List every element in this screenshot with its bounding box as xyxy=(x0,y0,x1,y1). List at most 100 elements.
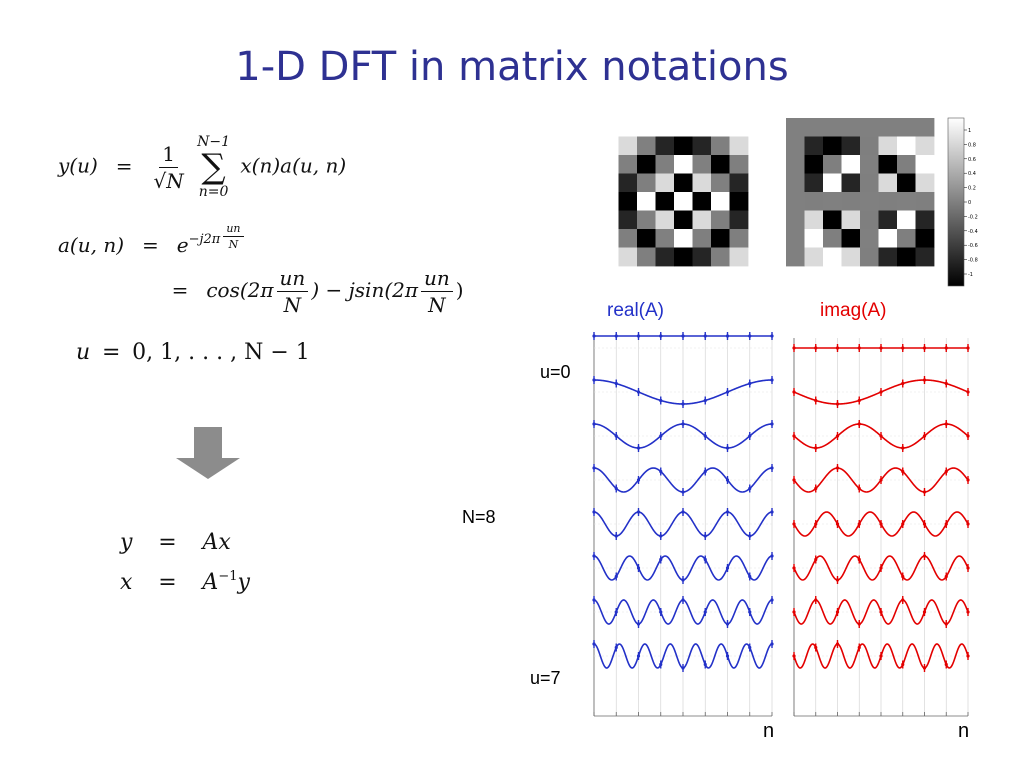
down-arrow-icon xyxy=(176,427,240,479)
matrix-cell xyxy=(618,210,638,230)
sample-point xyxy=(592,466,596,470)
eq3-frac1: un N xyxy=(276,266,309,317)
sample-point xyxy=(748,610,752,614)
colorbar-tick-label: -0.6 xyxy=(968,243,978,249)
matrix-cell xyxy=(878,210,898,230)
eq3-equals: = xyxy=(171,278,189,302)
sample-point xyxy=(835,402,840,406)
sample-point xyxy=(879,346,883,350)
sample-point xyxy=(922,490,927,494)
sample-point xyxy=(614,645,618,650)
row-label-first: u=0 xyxy=(540,362,571,382)
eq6-rhs-a: A xyxy=(202,570,219,595)
eq1-equals: = xyxy=(115,153,133,178)
matrix-cell xyxy=(860,173,879,193)
sample-point xyxy=(901,446,905,450)
matrix-cell xyxy=(841,173,861,193)
eq3-frac2-num: un xyxy=(421,266,453,292)
matrix-cell xyxy=(804,136,824,156)
sample-point xyxy=(792,346,796,350)
sample-point xyxy=(922,378,927,382)
sample-point xyxy=(792,522,796,526)
sample-point xyxy=(944,662,948,667)
sample-point xyxy=(703,398,707,403)
sample-point xyxy=(770,598,774,602)
matrix-cell xyxy=(655,229,675,248)
sample-point xyxy=(681,490,685,494)
sample-point xyxy=(659,398,663,403)
matrix-cell xyxy=(618,118,638,137)
sample-point xyxy=(966,654,970,658)
matrix-cell xyxy=(915,210,935,230)
sample-point xyxy=(770,422,774,426)
matrix-cell xyxy=(786,155,805,174)
real-basis-plot xyxy=(592,332,774,717)
eq6-rhs-b: y xyxy=(237,570,250,595)
colorbar-tick-label: 0.8 xyxy=(968,142,976,148)
sample-point xyxy=(614,381,618,386)
slide-title: 1-D DFT in matrix notations xyxy=(235,44,789,90)
matrix-cell xyxy=(878,136,898,156)
x-axis-label-imag: n xyxy=(958,720,970,742)
colorbar-tick-label: 0 xyxy=(968,200,971,206)
sample-point xyxy=(857,346,861,350)
eq3-frac1-den: N xyxy=(283,293,302,317)
imag-basis-plot xyxy=(792,338,970,717)
sample-point xyxy=(879,522,883,526)
sample-point xyxy=(659,534,663,538)
eq2-exp-fraction: un N xyxy=(223,222,244,251)
sample-point xyxy=(681,422,685,426)
sample-point xyxy=(770,378,774,382)
sample-point xyxy=(901,522,905,526)
sample-point xyxy=(792,434,796,438)
sample-point xyxy=(814,486,818,491)
eq4-equals: = xyxy=(101,340,121,365)
row-label-last: u=7 xyxy=(530,668,561,688)
sample-point xyxy=(636,510,641,514)
sample-point xyxy=(703,469,707,474)
sample-point xyxy=(814,522,818,526)
matrix-cell xyxy=(841,210,861,230)
sample-point xyxy=(857,522,861,526)
eq6-equals: = xyxy=(158,570,177,595)
colorbar-gradient xyxy=(947,117,965,287)
sample-point xyxy=(748,434,752,438)
sample-point xyxy=(901,381,905,386)
matrix-cell xyxy=(915,173,935,193)
sample-point xyxy=(681,666,685,670)
matrix-cell xyxy=(860,247,879,267)
sample-point xyxy=(614,334,618,338)
colorbar-tick-label: -0.8 xyxy=(968,258,978,264)
matrix-cell xyxy=(915,155,935,174)
sample-point xyxy=(725,622,730,626)
sample-point xyxy=(792,478,796,482)
matrix-cell xyxy=(692,210,712,230)
sample-point xyxy=(814,598,818,602)
sample-point xyxy=(879,434,883,438)
sample-point xyxy=(614,434,618,438)
sample-point xyxy=(748,645,752,650)
matrix-cell xyxy=(915,247,935,267)
matrix-cell xyxy=(618,173,638,193)
colorbar-tick-label: -0.2 xyxy=(968,214,978,220)
matrix-cell xyxy=(729,155,749,174)
matrix-cell xyxy=(729,192,749,211)
matrix-cell xyxy=(692,136,712,156)
sample-point xyxy=(659,334,663,338)
matrix-cell xyxy=(823,118,842,137)
matrix-cell xyxy=(804,210,824,230)
matrix-cell xyxy=(804,118,824,137)
matrix-cell xyxy=(804,173,824,193)
matrix-cell xyxy=(897,155,916,174)
matrix-cell xyxy=(915,229,935,248)
sample-point xyxy=(636,566,641,570)
euler-expansion: = cos(2π un N ) − jsin(2π un N ) xyxy=(160,266,464,317)
matrix-cell xyxy=(711,155,730,174)
matrix-cell xyxy=(711,247,730,267)
matrix-cell xyxy=(823,136,842,156)
matrix-cell xyxy=(860,155,879,174)
sample-point xyxy=(636,390,641,394)
matrix-cell xyxy=(618,155,638,174)
matrix-cell xyxy=(804,247,824,267)
